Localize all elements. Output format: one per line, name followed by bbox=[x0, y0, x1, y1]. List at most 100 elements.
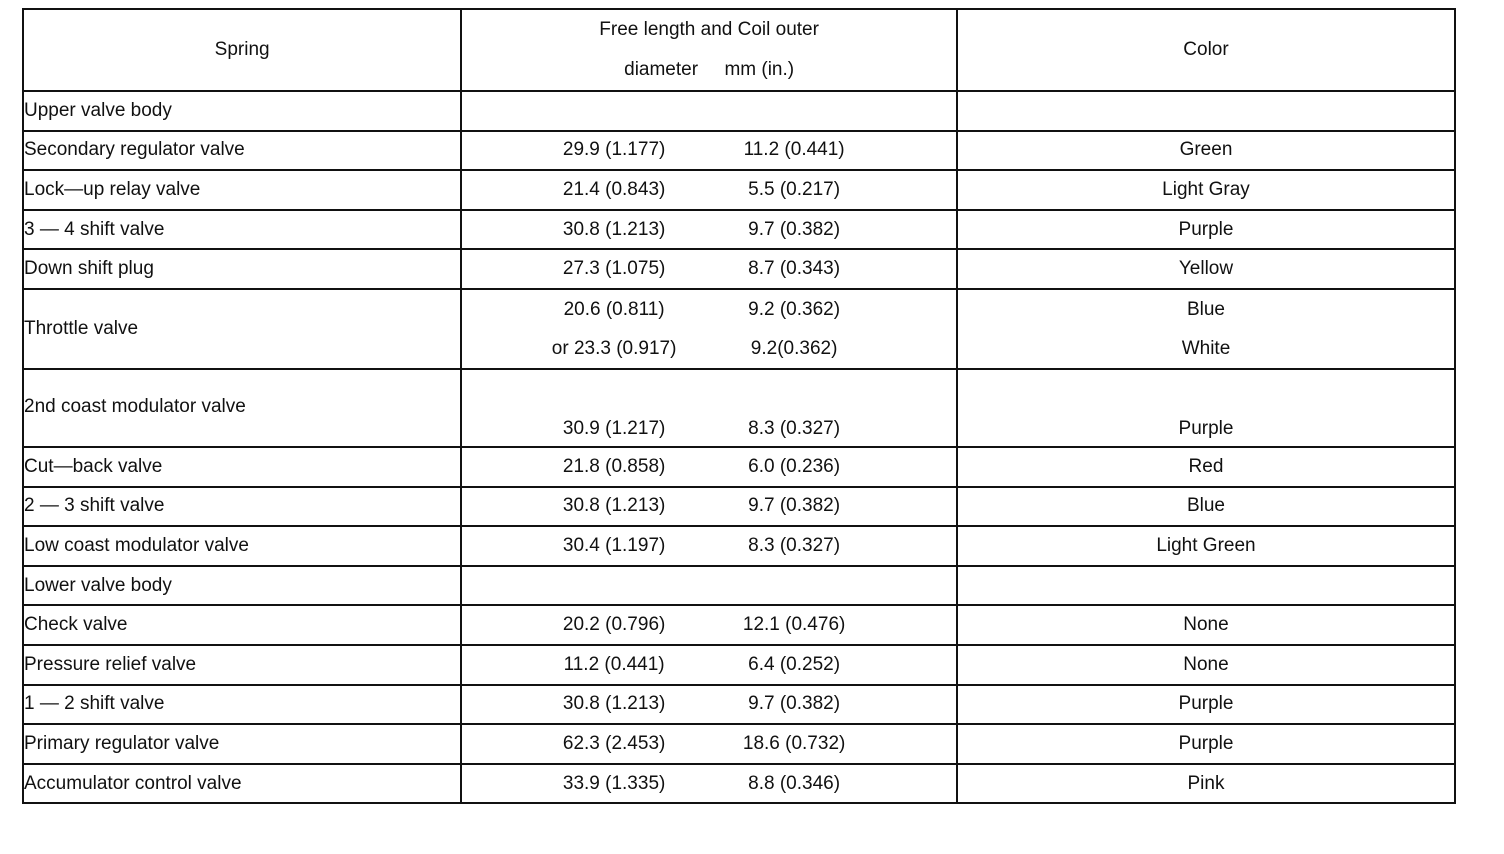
color-cell: Purple bbox=[955, 208, 1457, 251]
coil-diameter-value: 6.0 (0.236) bbox=[748, 455, 841, 477]
color-value: Yellow bbox=[1178, 258, 1234, 280]
coil-diameter-value: 11.2 (0.441) bbox=[743, 139, 845, 161]
table-row: Pressure relief valve 11.2 (0.441) 6.4 (0.… bbox=[21, 643, 1457, 686]
spring-name: Cut—back valve bbox=[21, 445, 463, 488]
dimension-cell: 30.8 (1.213) 9.7 (0.382) bbox=[460, 208, 958, 251]
dimension-cell: 30.4 (1.197) 8.3 (0.327) bbox=[460, 525, 958, 567]
coil-diameter-value: 9.7 (0.382) bbox=[748, 693, 841, 715]
free-length-value: or 23.3 (0.917) bbox=[551, 337, 677, 359]
header-spring: Spring bbox=[21, 8, 463, 92]
free-length-value: 27.3 (1.075) bbox=[562, 258, 666, 280]
table-body: Upper valve body Secondary regulator valv… bbox=[21, 90, 1457, 805]
table-row: Check valve 20.2 (0.796) 12.1 (0.476) None bbox=[21, 604, 1457, 646]
color-value: Green bbox=[1179, 139, 1233, 161]
table-row: Throttle valve 20.6 (0.811) 9.2 (0.362) or … bbox=[21, 287, 1457, 370]
coil-diameter-value: 9.7 (0.382) bbox=[748, 495, 841, 517]
section-row: Lower valve body bbox=[21, 564, 1457, 607]
spring-name: Check valve bbox=[21, 604, 463, 646]
spring-name: Down shift plug bbox=[21, 248, 463, 290]
color-cell: Green bbox=[955, 129, 1457, 172]
free-length-value: 20.2 (0.796) bbox=[562, 614, 666, 636]
color-cell: Red bbox=[955, 445, 1457, 488]
color-value: Light Green bbox=[1156, 534, 1256, 556]
spring-name: Throttle valve bbox=[21, 287, 463, 370]
header-dims-line1: Free length and Coil outer bbox=[599, 19, 819, 40]
color-value: Blue bbox=[1186, 495, 1225, 517]
free-length-value: 20.6 (0.811) bbox=[563, 298, 665, 320]
table-row: 3 — 4 shift valve 30.8 (1.213) 9.7 (0.382)… bbox=[21, 208, 1457, 251]
section-title: Lower valve body bbox=[21, 564, 463, 607]
table-row: Primary regulator valve 62.3 (2.453) 18.6 … bbox=[21, 723, 1457, 765]
spring-name: Secondary regulator valve bbox=[21, 129, 463, 172]
color-cell: Purple bbox=[955, 367, 1457, 448]
dimension-cell: 29.9 (1.177) 11.2 (0.441) bbox=[460, 129, 958, 172]
spring-name: Pressure relief valve bbox=[21, 643, 463, 686]
color-cell: None bbox=[955, 643, 1457, 686]
header-dimensions: Free length and Coil outer diameter mm (… bbox=[460, 8, 958, 92]
coil-diameter-value: 8.8 (0.346) bbox=[748, 772, 841, 794]
color-cell: None bbox=[955, 604, 1457, 646]
color-value: Red bbox=[1188, 455, 1224, 477]
dimension-cell: 27.3 (1.075) 8.7 (0.343) bbox=[460, 248, 958, 290]
dimension-cell: 11.2 (0.441) 6.4 (0.252) bbox=[460, 643, 958, 686]
coil-diameter-value: 12.1 (0.476) bbox=[742, 614, 846, 636]
free-length-value: 21.8 (0.858) bbox=[562, 455, 666, 477]
section-row: Upper valve body bbox=[21, 90, 1457, 132]
table-row: 1 — 2 shift valve 30.8 (1.213) 9.7 (0.382)… bbox=[21, 683, 1457, 726]
spring-name: 3 — 4 shift valve bbox=[21, 208, 463, 251]
spring-name: 2 — 3 shift valve bbox=[21, 485, 463, 528]
color-value: Purple bbox=[1178, 732, 1234, 754]
coil-diameter-value: 8.3 (0.327) bbox=[748, 534, 841, 556]
spring-name: Accumulator control valve bbox=[21, 762, 463, 805]
free-length-value: 30.8 (1.213) bbox=[562, 218, 666, 240]
dimension-cell: 30.8 (1.213) 9.7 (0.382) bbox=[460, 485, 958, 528]
free-length-value: 30.4 (1.197) bbox=[562, 534, 666, 556]
color-cell: Yellow bbox=[955, 248, 1457, 290]
coil-diameter-value: 8.3 (0.327) bbox=[748, 417, 841, 439]
table-row: Lock—up relay valve 21.4 (0.843) 5.5 (0.21… bbox=[21, 169, 1457, 211]
dimension-cell: 30.9 (1.217) 8.3 (0.327) bbox=[460, 367, 958, 448]
spring-name: Low coast modulator valve bbox=[21, 525, 463, 567]
spring-name: Primary regulator valve bbox=[21, 723, 463, 765]
dimension-cell: 21.4 (0.843) 5.5 (0.217) bbox=[460, 169, 958, 211]
color-cell: Light Green bbox=[955, 525, 1457, 567]
coil-diameter-value: 5.5 (0.217) bbox=[748, 178, 841, 200]
free-length-value: 21.4 (0.843) bbox=[562, 178, 666, 200]
color-value: Blue bbox=[1186, 298, 1225, 320]
table-row: Low coast modulator valve 30.4 (1.197) 8.3… bbox=[21, 525, 1457, 567]
coil-diameter-value: 6.4 (0.252) bbox=[748, 653, 841, 675]
table-row: Secondary regulator valve 29.9 (1.177) 11.… bbox=[21, 129, 1457, 172]
free-length-value: 62.3 (2.453) bbox=[562, 732, 666, 754]
empty-cell bbox=[460, 90, 958, 132]
free-length-value: 30.8 (1.213) bbox=[562, 495, 666, 517]
color-value: Light Gray bbox=[1162, 178, 1250, 200]
table-row: 2nd coast modulator valve 30.9 (1.217) 8.3… bbox=[21, 367, 1457, 448]
dimension-cell: 20.6 (0.811) 9.2 (0.362) or 23.3 (0.917) 9.… bbox=[460, 287, 958, 370]
dimension-cell: 20.2 (0.796) 12.1 (0.476) bbox=[460, 604, 958, 646]
section-title: Upper valve body bbox=[21, 90, 463, 132]
color-value: None bbox=[1183, 653, 1229, 675]
color-value: White bbox=[1181, 337, 1231, 359]
header-color: Color bbox=[955, 8, 1457, 92]
header-dims-line2: diameter bbox=[624, 59, 699, 80]
free-length-value: 30.8 (1.213) bbox=[562, 693, 666, 715]
table-row: Cut—back valve 21.8 (0.858) 6.0 (0.236) Red bbox=[21, 445, 1457, 488]
color-cell: Purple bbox=[955, 723, 1457, 765]
dimension-cell: 33.9 (1.335) 8.8 (0.346) bbox=[460, 762, 958, 805]
color-cell: Pink bbox=[955, 762, 1457, 805]
dimension-cell: 62.3 (2.453) 18.6 (0.732) bbox=[460, 723, 958, 765]
header-dims-unit: mm (in.) bbox=[724, 59, 795, 80]
free-length-value: 30.9 (1.217) bbox=[562, 417, 666, 439]
coil-diameter-value: 8.7 (0.343) bbox=[748, 258, 841, 280]
coil-diameter-value: 18.6 (0.732) bbox=[742, 732, 846, 754]
coil-diameter-value: 9.7 (0.382) bbox=[748, 218, 841, 240]
color-value: Purple bbox=[1178, 218, 1234, 240]
empty-cell bbox=[955, 90, 1457, 132]
free-length-value: 33.9 (1.335) bbox=[562, 772, 666, 794]
table-row: 2 — 3 shift valve 30.8 (1.213) 9.7 (0.382)… bbox=[21, 485, 1457, 528]
header-row: Spring Free length and Coil outer diamet… bbox=[21, 8, 1457, 92]
coil-diameter-value: 9.2(0.362) bbox=[750, 337, 838, 359]
spring-name: 2nd coast modulator valve bbox=[21, 367, 463, 448]
free-length-value: 11.2 (0.441) bbox=[563, 653, 665, 675]
spring-name: Lock—up relay valve bbox=[21, 169, 463, 211]
